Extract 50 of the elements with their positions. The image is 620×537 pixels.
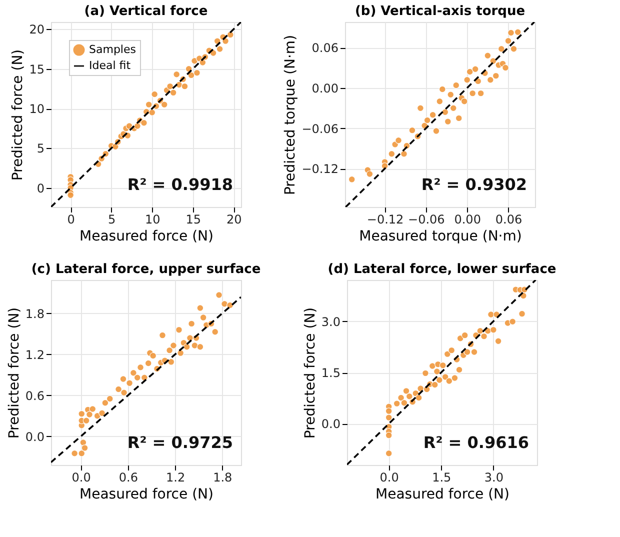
y-tick-label: 1.2 [25,348,44,362]
y-tick-label: 0.6 [25,388,44,403]
y-axis-title: Predicted torque (N·m) [282,34,299,196]
annotation: R² = 0.9616 [423,433,529,452]
x-tick-label: 1.8 [213,470,232,484]
y-tick-label: −0.12 [302,162,338,176]
legend-label: Samples [89,43,136,56]
chart-title: (d) Lateral force, lower surface [328,262,556,277]
x-tick-label: 1.5 [432,470,452,484]
x-axis-title: Measured force (N) [376,486,510,502]
x-tick-label: 15 [186,212,202,226]
x-tick-label: −0.06 [408,212,445,226]
x-tick-label: 0.06 [495,212,522,226]
annotation: R² = 0.9302 [421,175,527,194]
y-axis-title: Predicted force (N) [302,307,318,439]
annotation: R² = 0.9918 [127,175,233,194]
y-tick-label: 0.00 [312,81,338,96]
y-axis-title: Predicted force (N) [6,307,22,439]
x-axis-title: Measured force (N) [80,228,214,244]
annotation: R² = 0.9725 [127,433,233,452]
x-tick-label: 0.0 [72,470,91,484]
x-tick-label: −0.12 [366,212,404,226]
chart-title: (c) Lateral force, upper surface [31,262,261,277]
y-tick-label: 3.0 [321,314,340,329]
y-tick-label: 5 [36,142,44,156]
y-tick-label: 0 [36,181,44,196]
x-tick-label: 0.00 [454,212,481,226]
y-axis-title: Predicted force (N) [10,49,26,181]
y-tick-label: 0.0 [25,430,44,444]
x-tick-label: 5 [108,212,116,226]
x-tick-label: 10 [144,212,160,226]
y-tick-label: 15 [29,62,44,76]
x-tick-label: 0.6 [118,470,138,484]
x-tick-label: 1.2 [166,470,186,484]
y-tick-label: 1.5 [321,366,340,380]
chart-title: (b) Vertical-axis torque [354,4,526,19]
y-tick-label: 1.8 [25,306,44,321]
y-tick-label: 0.0 [321,417,340,432]
x-tick-label: 0 [67,212,75,226]
y-tick-label: −0.06 [302,122,338,136]
x-axis-title: Measured torque (N·m) [359,228,522,244]
y-tick-label: 0.06 [312,41,338,56]
x-tick-label: 3.0 [484,470,504,484]
x-tick-label: 0.0 [380,470,399,484]
x-axis-title: Measured force (N) [80,486,214,502]
y-tick-label: 10 [29,102,44,116]
x-tick-label: 20 [226,212,242,226]
legend-label: Ideal fit [89,59,132,72]
chart-title: (a) Vertical force [84,4,208,19]
y-tick-label: 20 [29,22,44,37]
